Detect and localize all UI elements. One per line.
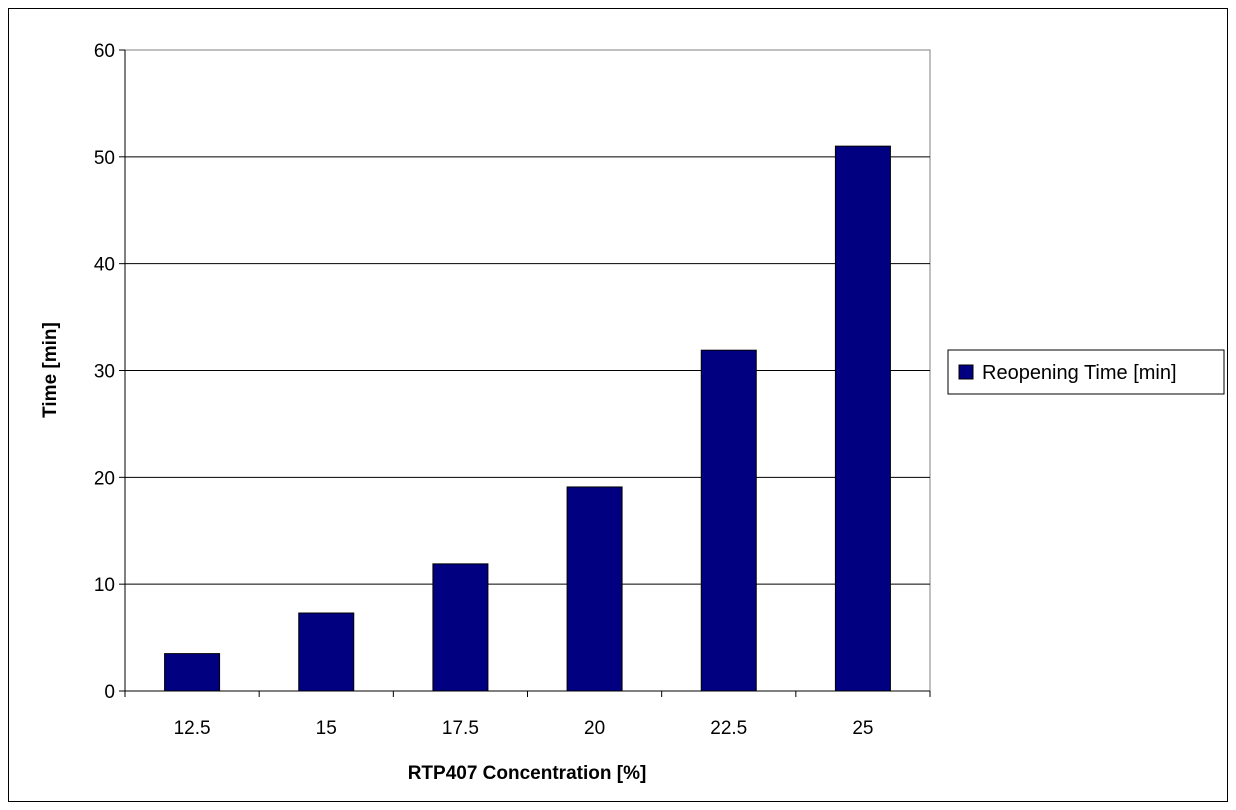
gridlines bbox=[125, 156, 930, 585]
y-tick-label: 60 bbox=[94, 41, 115, 62]
y-tick-labels: 0 10 20 30 40 50 60 bbox=[94, 41, 115, 703]
bar bbox=[298, 612, 355, 692]
y-tick-label: 40 bbox=[94, 255, 115, 276]
x-tick-label: 15 bbox=[316, 718, 337, 739]
x-tick-label: 17.5 bbox=[442, 718, 479, 739]
bars bbox=[164, 145, 891, 692]
x-tick-labels: 12.5 15 17.5 20 22.5 25 bbox=[174, 718, 874, 739]
bar bbox=[164, 653, 221, 692]
x-tick-label: 12.5 bbox=[174, 718, 211, 739]
y-axis-title: Time [min] bbox=[40, 322, 61, 418]
y-tick-label: 50 bbox=[94, 148, 115, 169]
y-tick-label: 10 bbox=[94, 575, 115, 596]
x-tick-label: 20 bbox=[584, 718, 605, 739]
x-axis-title: RTP407 Concentration [%] bbox=[408, 763, 647, 784]
y-tick-label: 20 bbox=[94, 468, 115, 489]
bar bbox=[834, 145, 891, 692]
bar bbox=[432, 563, 489, 692]
x-tick-label: 22.5 bbox=[710, 718, 747, 739]
legend-box bbox=[947, 349, 1225, 395]
y-tick-label: 30 bbox=[94, 362, 115, 383]
legend: Reopening Time [min] bbox=[947, 349, 1225, 395]
axes bbox=[119, 49, 931, 697]
legend-swatch bbox=[958, 364, 974, 380]
legend-label: Reopening Time [min] bbox=[982, 362, 1177, 384]
x-tick-label: 25 bbox=[852, 718, 873, 739]
bar bbox=[700, 349, 757, 692]
bar bbox=[566, 486, 623, 692]
y-tick-label: 0 bbox=[104, 682, 115, 703]
